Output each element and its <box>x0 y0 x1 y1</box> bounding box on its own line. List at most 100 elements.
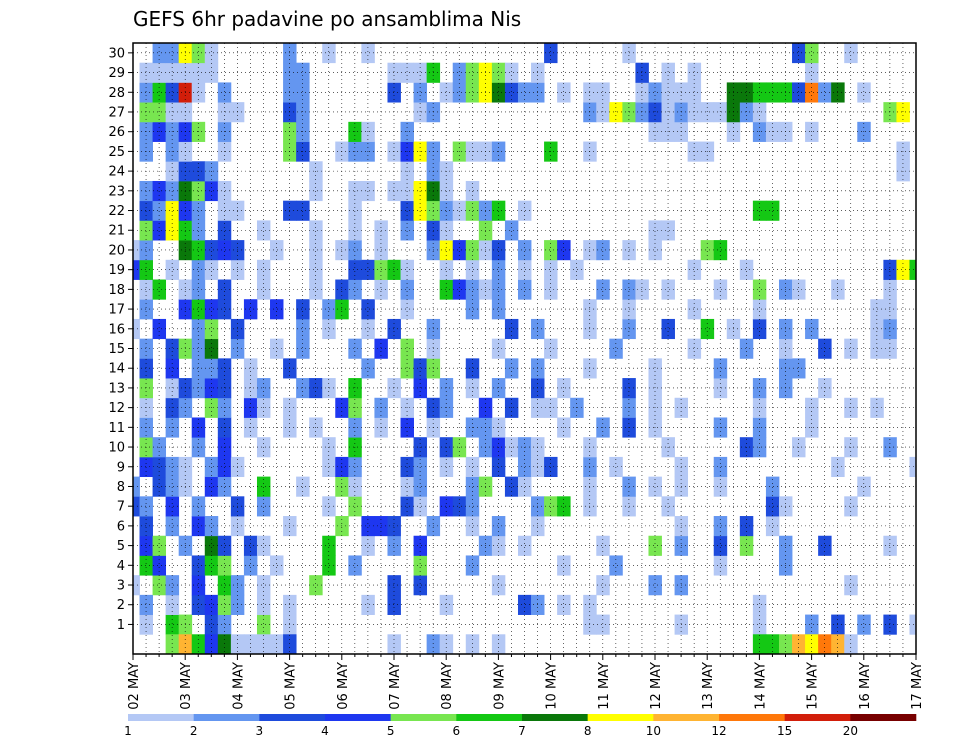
y-tick-label-10: 10 <box>108 441 125 456</box>
legend-swatch-2 <box>193 714 260 721</box>
heatmap-cell-648 <box>805 634 819 655</box>
y-tick-label-24: 24 <box>108 165 125 180</box>
heatmap-cell-631 <box>191 634 206 655</box>
y-tick-label-14: 14 <box>108 362 125 377</box>
heatmap-cell-269 <box>217 358 232 379</box>
heatmap-cell-300 <box>739 338 754 359</box>
heatmap-cell-34 <box>165 575 180 596</box>
heatmap-cell-19 <box>204 594 219 615</box>
y-tick-label-16: 16 <box>108 322 125 337</box>
y-tick-label-6: 6 <box>117 519 125 534</box>
heatmap-cell-552 <box>713 102 728 123</box>
heatmap-cell-82 <box>818 535 832 556</box>
heatmap-cell-443 <box>661 220 675 241</box>
heatmap-cell-77 <box>648 535 662 556</box>
heatmap-cell-274 <box>413 358 428 379</box>
heatmap-cell-93 <box>387 516 401 537</box>
x-tick-label-10: 12 MAY <box>649 662 664 710</box>
heatmap-cell-124 <box>133 476 140 497</box>
heatmap-cell-361 <box>465 279 480 300</box>
x-tick-label-15: 17 MAY <box>910 662 925 710</box>
heatmap-cell-394 <box>570 259 584 280</box>
heatmap-cell-635 <box>243 634 258 655</box>
y-tick-label-9: 9 <box>117 460 125 475</box>
heatmap-cell-336 <box>322 299 336 320</box>
heatmap-cell-250 <box>322 378 336 399</box>
heatmap-cell-164 <box>544 456 558 478</box>
legend-label-7: 7 <box>518 724 526 738</box>
heatmap-cell-148 <box>152 456 167 478</box>
heatmap-cell-638 <box>283 634 297 655</box>
heatmap-cell-369 <box>661 279 675 300</box>
heatmap-cell-160 <box>465 456 480 478</box>
heatmap-cell-539 <box>296 102 310 123</box>
heatmap-cell-351 <box>191 279 206 300</box>
heatmap-cell-435 <box>348 220 362 241</box>
heatmap-cell-70 <box>361 535 375 556</box>
heatmap-cell-639 <box>387 634 401 655</box>
heatmap-cell-391 <box>491 259 506 280</box>
heatmap-cell-309 <box>204 318 219 340</box>
heatmap-cell-392 <box>517 259 532 280</box>
heatmap-cell-5 <box>256 614 271 635</box>
heatmap-cell-99 <box>713 516 728 537</box>
heatmap-cell-358 <box>400 279 414 300</box>
heatmap-cell-294 <box>400 338 414 359</box>
heatmap-cell-543 <box>596 102 610 123</box>
heatmap-cell-623 <box>361 43 375 64</box>
heatmap-cell-420 <box>557 240 571 261</box>
heatmap-cell-285 <box>165 338 180 359</box>
heatmap-cell-284 <box>139 338 153 359</box>
chart-title: GEFS 6hr padavine po ansamblima Nis <box>133 7 521 31</box>
heatmap-cell-117 <box>557 496 571 517</box>
heatmap-cell-417 <box>491 240 506 261</box>
heatmap-cell-426 <box>713 240 728 261</box>
heatmap-cell-125 <box>152 476 167 497</box>
heatmap-cell-340 <box>465 299 480 320</box>
heatmap-cell-574 <box>517 82 532 103</box>
heatmap-cell-617 <box>165 43 180 64</box>
heatmap-cell-305 <box>883 338 897 359</box>
heatmap-cell-548 <box>661 102 675 123</box>
heatmap-cell-247 <box>256 378 271 399</box>
heatmap-cell-396 <box>739 259 754 280</box>
y-tick-label-19: 19 <box>108 263 125 278</box>
heatmap-cell-266 <box>165 358 180 379</box>
heatmap-cell-277 <box>504 358 519 379</box>
heatmap-cell-126 <box>165 476 180 497</box>
heatmap-cell-388 <box>400 259 414 280</box>
y-tick-label-30: 30 <box>108 46 125 61</box>
heatmap-cell-572 <box>491 82 506 103</box>
y-tick-label-12: 12 <box>108 401 125 416</box>
heatmap-cell-610 <box>504 62 519 83</box>
heatmap-cell-27 <box>517 594 532 615</box>
x-tick-label-8: 10 MAY <box>545 662 560 710</box>
heatmap-cell-569 <box>452 82 467 103</box>
heatmap-cell-303 <box>844 338 858 359</box>
heatmap-cell-66 <box>217 535 232 556</box>
heatmap-cell-154 <box>322 456 336 478</box>
heatmap-cell-444 <box>139 200 153 221</box>
heatmap-cell-0 <box>139 614 153 635</box>
legend-label-8: 8 <box>584 724 592 738</box>
heatmap-cell-377 <box>139 259 153 280</box>
heatmap-cell-630 <box>178 634 193 655</box>
heatmap-cell-536 <box>217 102 232 123</box>
heatmap-cell-128 <box>204 476 219 497</box>
heatmap-cell-18 <box>191 594 206 615</box>
heatmap-cell-312 <box>322 318 336 340</box>
heatmap-cell-586 <box>752 82 767 103</box>
heatmap-cell-566 <box>387 82 401 103</box>
legend-label-5: 5 <box>387 724 395 738</box>
heatmap-cell-142 <box>648 476 662 497</box>
legend-label-12: 12 <box>711 724 726 738</box>
heatmap-cell-4 <box>217 614 232 635</box>
legend-swatch-5 <box>390 714 457 721</box>
heatmap-cell-113 <box>452 496 467 517</box>
heatmap-cell-16 <box>139 594 153 615</box>
heatmap-cell-619 <box>191 43 206 64</box>
heatmap-cell-75 <box>517 535 532 556</box>
heatmap-cell-384 <box>348 259 362 280</box>
heatmap-cell-558 <box>139 82 153 103</box>
